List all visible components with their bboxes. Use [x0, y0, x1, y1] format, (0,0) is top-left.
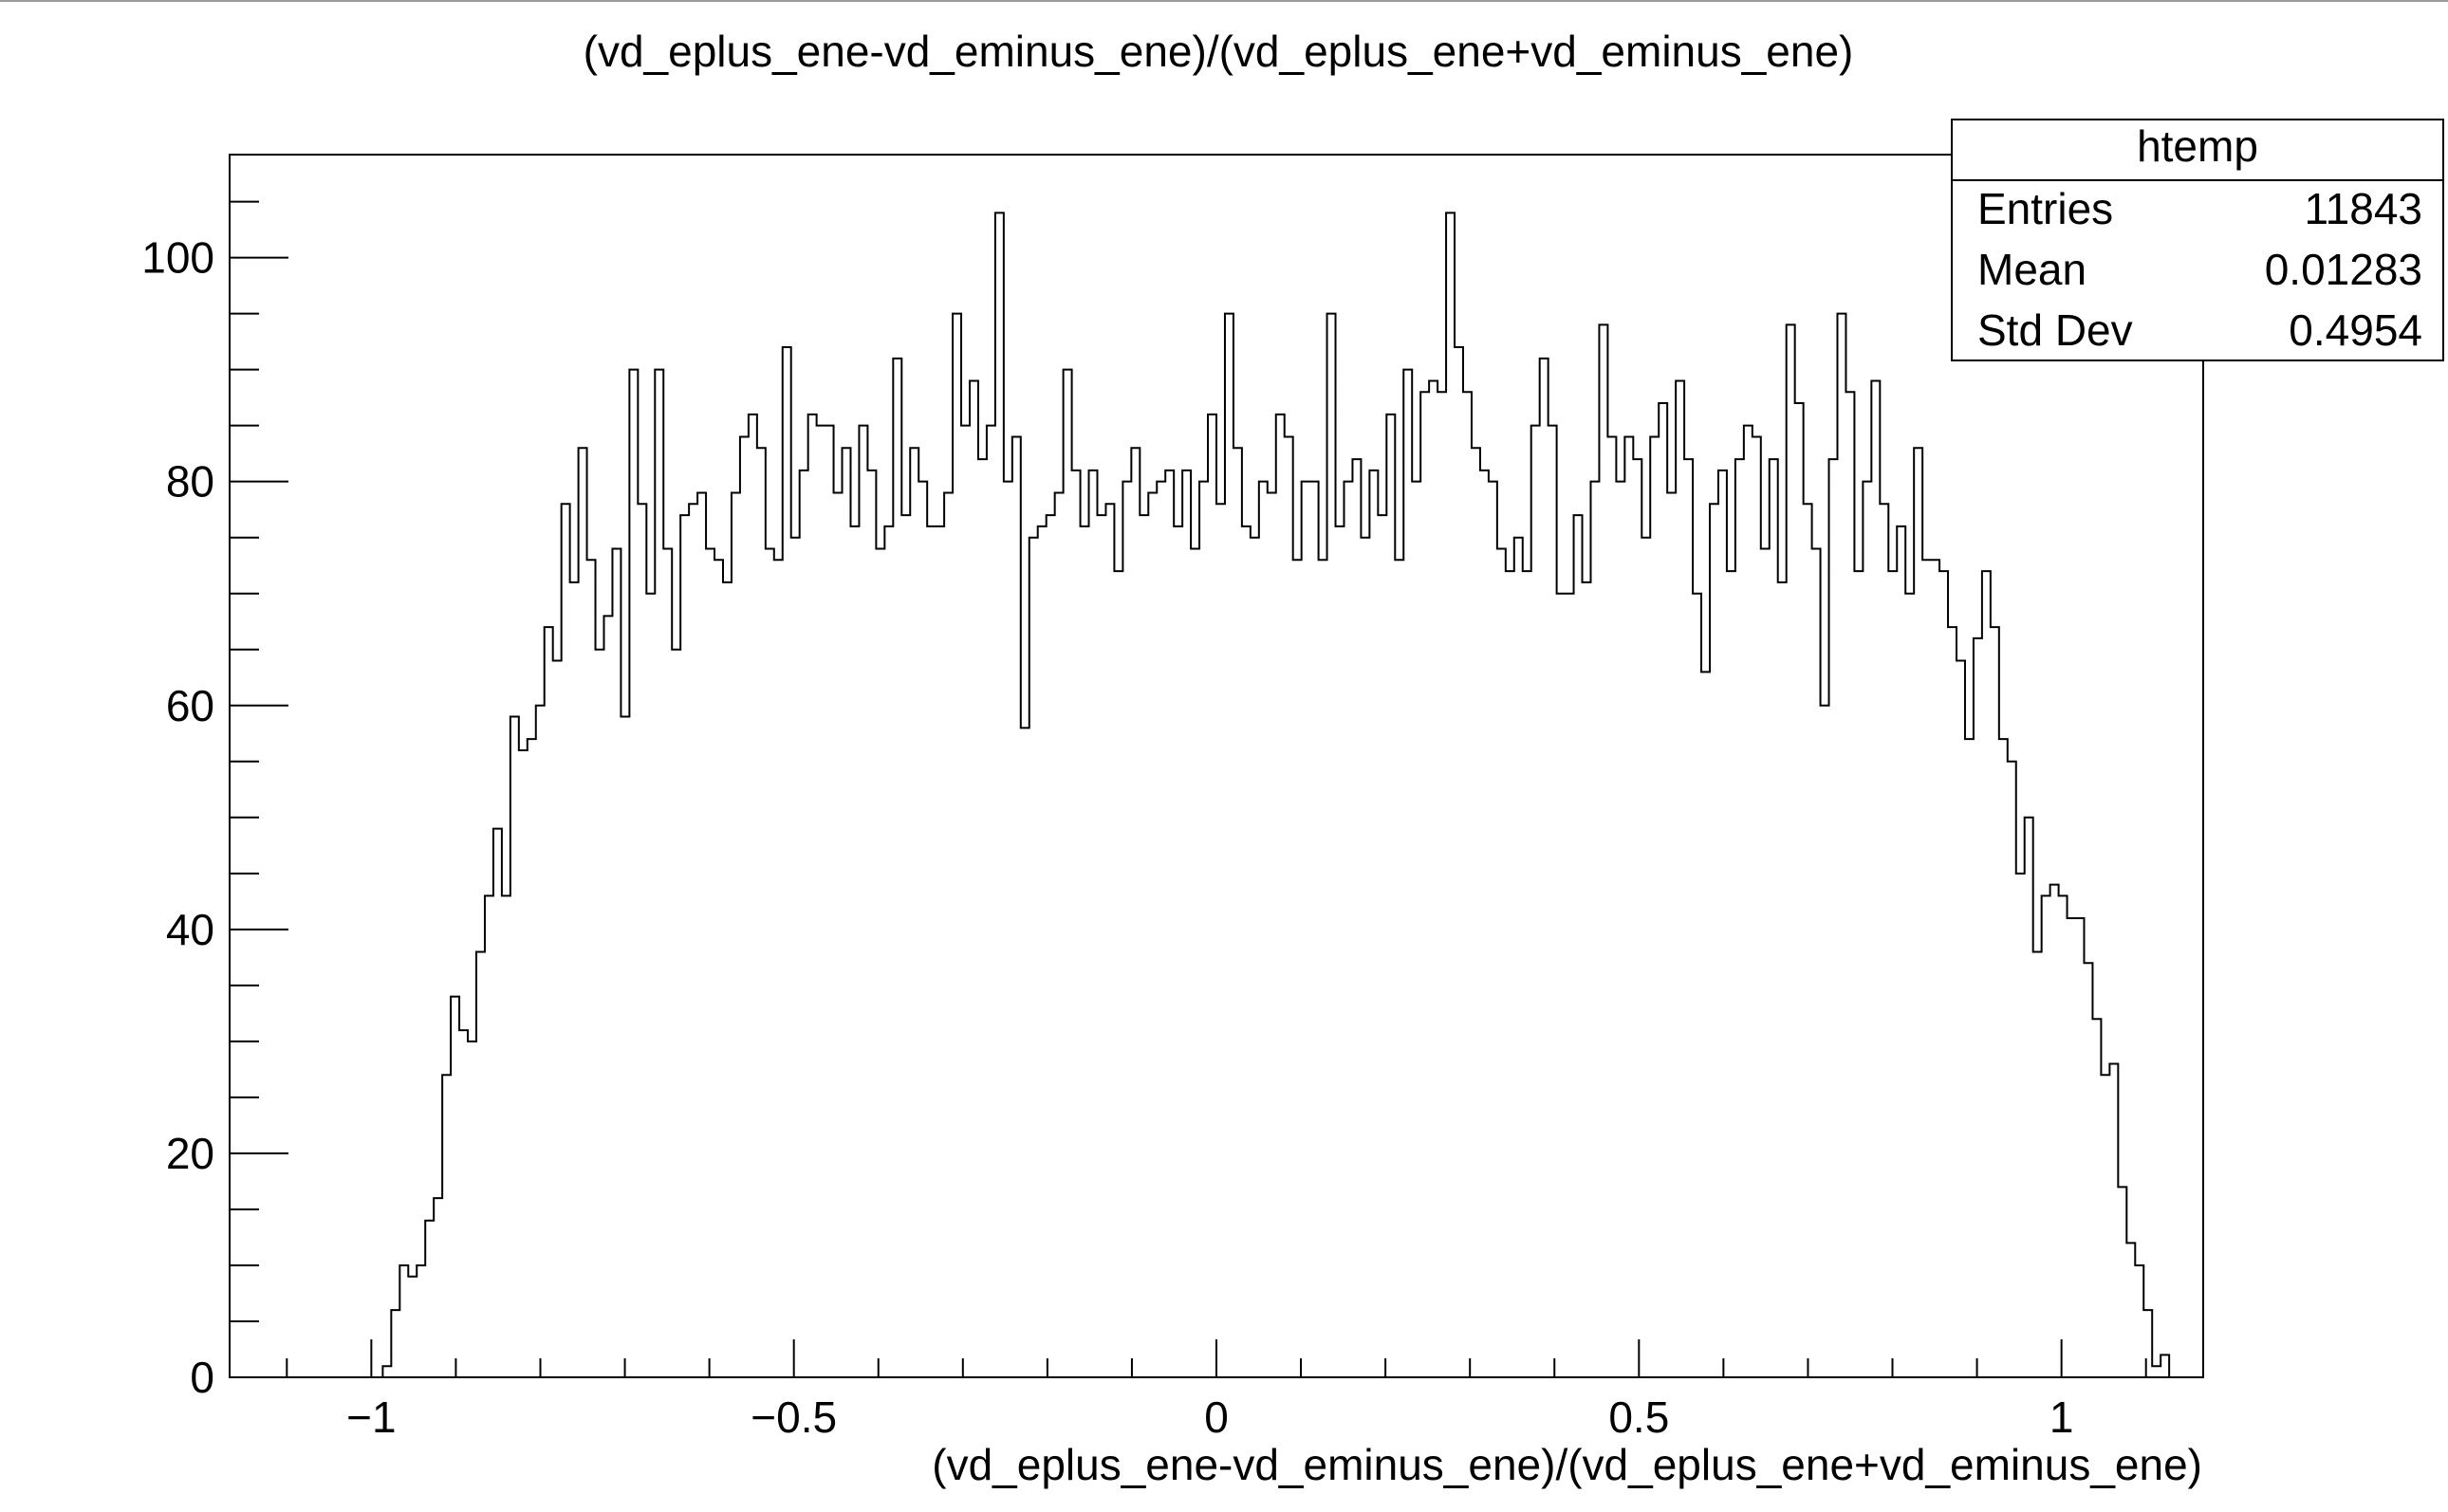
x-tick-label: −0.5 — [751, 1392, 837, 1442]
histogram-line — [230, 212, 2203, 1378]
plot-frame — [229, 154, 2204, 1378]
stats-box: htemp Entries 11843 Mean 0.01283 Std Dev… — [1951, 119, 2444, 361]
stats-stddev-value: 0.4954 — [2289, 305, 2422, 355]
x-axis-label: (vd_eplus_ene-vd_eminus_ene)/(vd_eplus_e… — [932, 1440, 2202, 1489]
stats-box-frame — [1951, 119, 2444, 361]
x-tick-label: −1 — [346, 1392, 396, 1442]
y-tick-label: 20 — [166, 1129, 214, 1178]
stats-mean-value: 0.01283 — [2265, 245, 2422, 294]
stats-mean-label: Mean — [1977, 245, 2086, 294]
plot-frame-rect — [229, 154, 2204, 1378]
y-tick-label: 40 — [166, 905, 214, 954]
x-tick-label: 1 — [2049, 1392, 2074, 1442]
x-tick-label: 0.5 — [1608, 1392, 1669, 1442]
stats-box-title: htemp — [2137, 121, 2258, 171]
y-tick-label: 0 — [190, 1353, 214, 1402]
x-tick-label: 0 — [1204, 1392, 1229, 1442]
y-tick-label: 100 — [141, 233, 214, 283]
x-axis: −1 −0.5 0 0.5 1 — [286, 1339, 2147, 1442]
chart-title: (vd_eplus_ene-vd_eminus_ene)/(vd_eplus_e… — [584, 27, 1854, 76]
y-tick-label: 80 — [166, 457, 214, 507]
y-tick-label: 60 — [166, 681, 214, 730]
stats-stddev-label: Std Dev — [1977, 305, 2133, 355]
stats-entries-label: Entries — [1977, 184, 2113, 233]
stats-entries-value: 11843 — [2304, 184, 2422, 233]
y-axis: 0 20 40 60 80 100 — [141, 200, 288, 1402]
